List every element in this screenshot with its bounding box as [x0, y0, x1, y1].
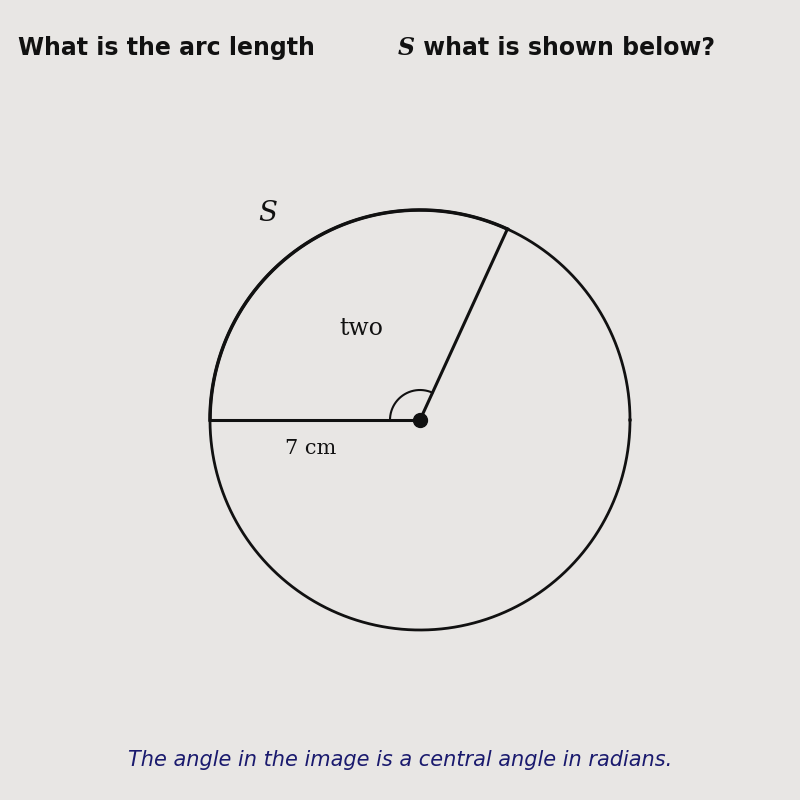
Text: The angle in the image is a central angle in radians.: The angle in the image is a central angl…: [128, 750, 672, 770]
Text: S: S: [258, 200, 277, 227]
Text: S: S: [398, 36, 415, 60]
Text: two: two: [339, 317, 383, 340]
Text: What is the arc length: What is the arc length: [18, 36, 323, 60]
Text: 7 cm: 7 cm: [285, 438, 337, 458]
Text: what is shown below?: what is shown below?: [415, 36, 715, 60]
Point: [414, 414, 426, 426]
